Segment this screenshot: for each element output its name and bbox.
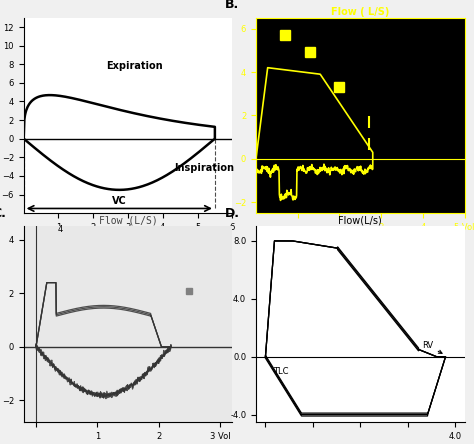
- Text: Inspiration: Inspiration: [174, 163, 235, 173]
- Title: Flow ( L/S): Flow ( L/S): [331, 7, 390, 17]
- Text: TLC: TLC: [273, 367, 288, 376]
- X-axis label: Volume (L): Volume (L): [98, 238, 158, 247]
- Title: Flow(L/s): Flow(L/s): [338, 216, 382, 226]
- Text: B.: B.: [225, 0, 239, 11]
- Text: 4: 4: [58, 226, 63, 234]
- Title: Flow (L/S): Flow (L/S): [99, 216, 157, 226]
- Text: C.: C.: [0, 206, 6, 220]
- Text: Expiration: Expiration: [107, 61, 163, 71]
- Text: D.: D.: [225, 206, 240, 220]
- Text: VC: VC: [112, 196, 127, 206]
- Text: RV: RV: [422, 341, 442, 353]
